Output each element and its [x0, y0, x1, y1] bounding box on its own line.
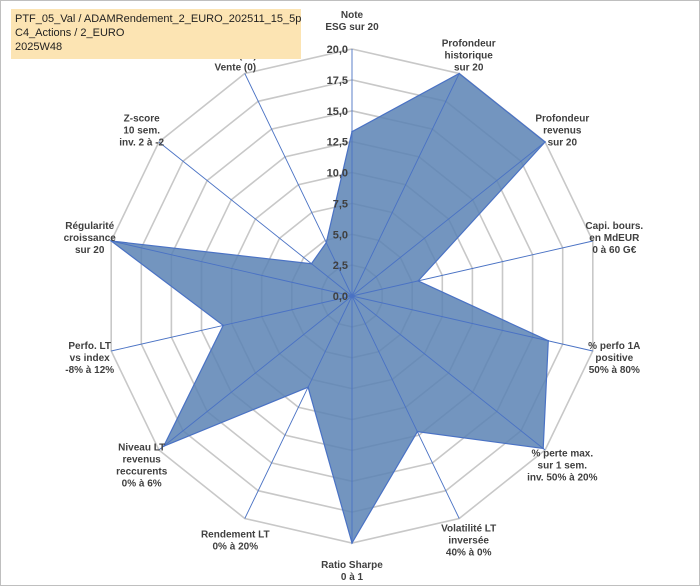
axis-spoke-3 [351, 240, 593, 297]
axis-label-5: % perte max. sur 1 sem. inv. 50% à 20% [527, 449, 598, 484]
axis-label-11: Régularité croissance sur 20 [64, 221, 117, 256]
axis-spoke-2 [351, 141, 546, 297]
axis-spoke-11 [111, 240, 353, 297]
axis-label-10: Perfo. LT vs index -8% à 12% [65, 341, 114, 376]
radial-tick-labels: 0,0 2,5 5,0 7,5 10,0 12,5 15,0 17,5 20,0 [327, 44, 348, 303]
axis-labels: Note ESG sur 20 Profondeur historique sur 20… [64, 10, 644, 583]
tick-label-3: 7,5 [333, 198, 348, 210]
axis-label-7: Ratio Sharpe 0 à 1 [321, 560, 383, 583]
tick-label-8: 20,0 [327, 44, 348, 56]
tick-label-4: 10,0 [327, 168, 348, 180]
axis-spoke-13 [244, 73, 353, 297]
axis-label-1: Profondeur historique sur 20 [442, 39, 496, 74]
title-line-2: C4_Actions / 2_EURO [15, 27, 125, 39]
axis-spoke-10 [111, 295, 353, 352]
axis-label-2: Profondeur revenus sur 20 [535, 113, 589, 148]
axis-label-3: Capi. bours. en MdEUR 0 à 60 G€ [585, 221, 643, 256]
tick-label-5: 12,5 [327, 137, 348, 149]
axis-label-9: Niveau LT revenus reccurents 0% à 6% [116, 443, 168, 490]
axis-spoke-9 [158, 295, 353, 451]
axis-spoke-6 [351, 295, 460, 519]
axis-spoke-1 [351, 73, 460, 297]
tick-label-2: 5,0 [333, 229, 348, 241]
tick-label-7: 17,5 [327, 75, 348, 87]
axis-label-0: Note ESG sur 20 [325, 10, 379, 33]
axis-spoke-12 [158, 141, 353, 297]
axis-spoke-4 [351, 295, 593, 352]
axis-label-12: Z-score 10 sem. inv. 2 à -2 [119, 113, 164, 148]
chart-title-box: PTF_05_Val / ADAMRendement_2_EURO_202511… [11, 9, 301, 59]
axis-label-6: Volatilité LT inversée 40% à 0% [441, 523, 496, 558]
axis-label-4: % perfo 1A positive 50% à 80% [588, 341, 640, 376]
tick-label-6: 15,0 [327, 106, 348, 118]
title-line-1: PTF_05_Val / ADAMRendement_2_EURO_202511… [15, 13, 301, 25]
title-line-3: 2025W48 [15, 41, 63, 53]
tick-label-1: 2,5 [333, 260, 348, 272]
axis-spoke-8 [244, 295, 353, 519]
axis-label-8: Rendement LT 0% à 20% [201, 529, 270, 552]
axis-spoke-5 [351, 295, 546, 451]
tick-label-0: 0,0 [333, 291, 348, 303]
